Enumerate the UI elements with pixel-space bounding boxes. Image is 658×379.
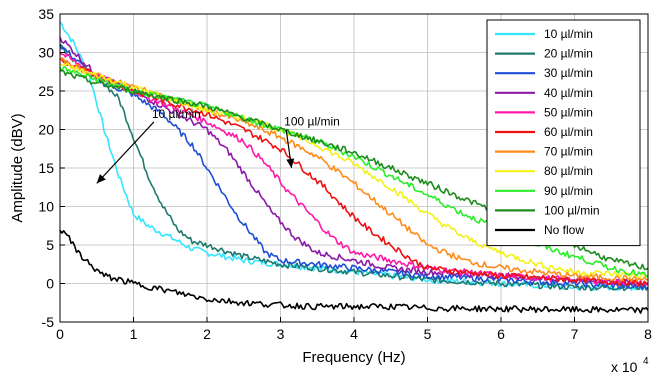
x-tick-label: 6 — [497, 326, 505, 342]
x-multiplier-base: x 10 — [611, 359, 638, 375]
x-tick-label: 1 — [130, 326, 138, 342]
y-tick-label: 10 — [38, 199, 54, 215]
legend-label: 30 µl/min — [544, 66, 593, 80]
annotation-arrow-head — [96, 174, 106, 184]
legend-label: 80 µl/min — [544, 164, 593, 178]
y-tick-label: 35 — [38, 6, 54, 22]
series-line — [59, 43, 649, 292]
x-tick-label: 5 — [424, 326, 432, 342]
x-axis-multiplier: x 10 4 — [611, 356, 649, 375]
x-tick-label: 7 — [571, 326, 579, 342]
y-tick-label: 25 — [38, 83, 54, 99]
x-multiplier-exponent: 4 — [643, 356, 649, 367]
legend-label: 90 µl/min — [544, 184, 593, 198]
series-line — [59, 44, 649, 291]
annotation-label: 100 µl/min — [284, 115, 340, 129]
legend-label: 40 µl/min — [544, 86, 593, 100]
annotation-arrow-line — [96, 121, 155, 184]
legend-label: 20 µl/min — [544, 47, 593, 61]
legend-label: 70 µl/min — [544, 145, 593, 159]
series-line — [59, 62, 649, 279]
y-tick-label: -5 — [42, 314, 55, 330]
x-tick-label: 3 — [277, 326, 285, 342]
legend: 10 µl/min 20 µl/min 30 µl/min 40 µl/min 50 µ… — [486, 19, 641, 247]
legend-label: 100 µl/min — [544, 203, 600, 217]
annotations: 10 µl/min 100 µl/min — [96, 107, 340, 184]
y-tick-label: 15 — [38, 160, 54, 176]
annotation-label: 10 µl/min — [152, 107, 201, 121]
series-line — [59, 229, 649, 314]
y-axis-label: Amplitude (dBV) — [9, 113, 26, 222]
y-tick-label: 20 — [38, 122, 54, 138]
x-axis-label: Frequency (Hz) — [302, 349, 405, 366]
y-tick-label: 0 — [46, 276, 54, 292]
x-tick-label: 8 — [644, 326, 652, 342]
x-tick-label: 2 — [203, 326, 211, 342]
y-tick-label: 5 — [46, 237, 54, 253]
x-tick-label: 4 — [350, 326, 358, 342]
x-tick-label: 0 — [56, 326, 64, 342]
legend-label: 50 µl/min — [544, 105, 593, 119]
series-line — [59, 66, 649, 278]
series-lines — [59, 21, 649, 314]
y-tick-label: 30 — [38, 45, 54, 61]
series-line — [59, 57, 649, 287]
annotation-arrow-head — [286, 158, 295, 168]
legend-label: 10 µl/min — [544, 27, 593, 41]
legend-label: 60 µl/min — [544, 125, 593, 139]
legend-label: No flow — [544, 223, 584, 237]
